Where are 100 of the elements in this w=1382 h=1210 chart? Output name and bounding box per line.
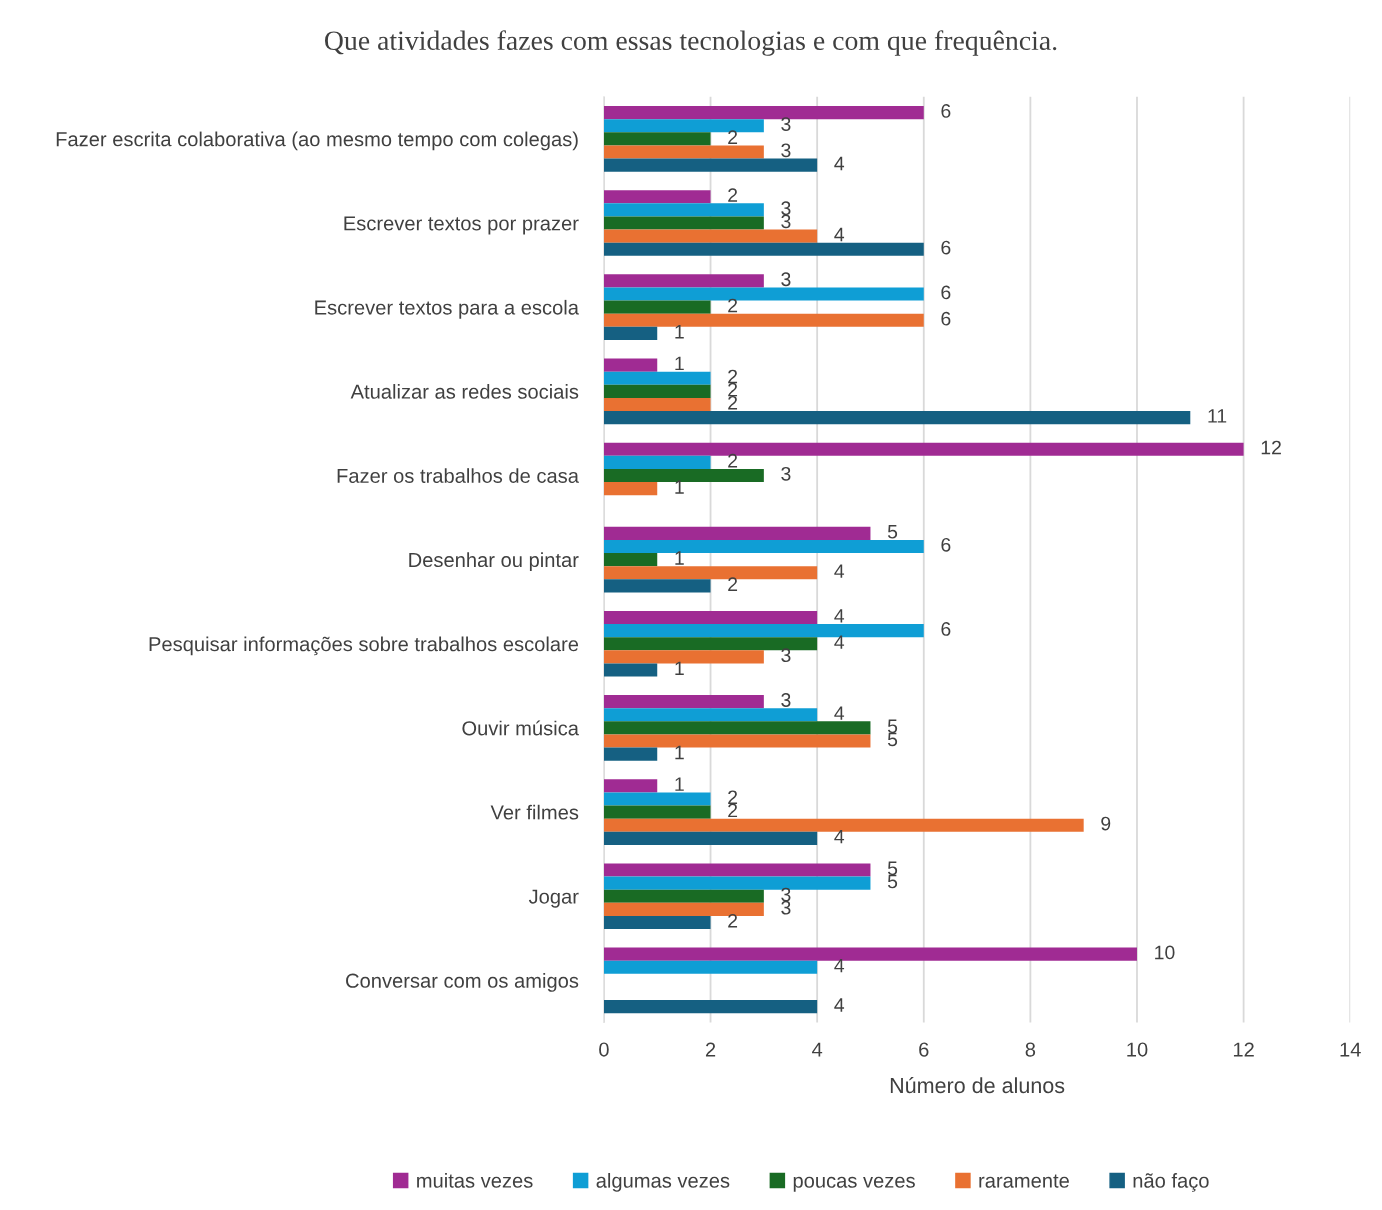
y-tick-label: Escrever textos para a escola	[315, 299, 579, 319]
bar	[603, 216, 764, 230]
data-label: 3	[781, 693, 791, 707]
data-label: 3	[781, 117, 791, 131]
bar	[603, 663, 658, 677]
x-axis-title: Número de alunos	[890, 1077, 1065, 1094]
y-tick-label: Ver filmes	[490, 804, 579, 820]
data-label: 2	[728, 130, 738, 144]
data-label: 5	[887, 719, 898, 734]
bar	[603, 915, 711, 930]
y-tick-label: Ouvir música	[462, 720, 579, 736]
data-label: 1	[675, 745, 684, 760]
data-label: 1	[675, 325, 684, 339]
data-label: 6	[941, 285, 951, 300]
y-tick-label: Conversar com os amigos	[346, 973, 579, 992]
data-label: 2	[728, 369, 738, 384]
bar	[603, 203, 764, 217]
data-label: 6	[941, 104, 951, 118]
bar	[603, 889, 764, 903]
data-label: 2	[728, 298, 738, 313]
data-label: 5	[887, 861, 898, 876]
y-tick-label: Fazer os trabalhos de casa	[337, 468, 579, 483]
x-tick-label: 8	[1025, 1042, 1036, 1057]
data-label: 3	[781, 900, 791, 915]
data-label: 2	[728, 913, 738, 928]
bar	[603, 779, 658, 793]
data-label: 3	[781, 648, 791, 663]
x-tick-label: 2	[705, 1042, 716, 1057]
data-label: 2	[728, 395, 738, 410]
data-label: 11	[1208, 409, 1227, 423]
data-label: 3	[781, 887, 791, 902]
bar	[603, 1000, 818, 1014]
bar	[603, 526, 871, 540]
data-label: 1	[675, 480, 684, 494]
data-label: 9	[1101, 816, 1111, 831]
y-tick-label: Escrever textos por prazer	[344, 216, 579, 235]
x-tick-label: 4	[812, 1042, 823, 1057]
bar	[603, 960, 818, 974]
data-label: 6	[941, 311, 951, 326]
legend-label: não faço	[1133, 1173, 1209, 1192]
bar	[603, 190, 711, 204]
data-label: 4	[834, 156, 845, 171]
y-tick-label: Pesquisar informações sobre trabalhos escolare	[149, 636, 579, 656]
data-label: 4	[834, 227, 845, 242]
bar	[603, 482, 658, 496]
x-tick-label: 10	[1127, 1042, 1148, 1057]
bar	[603, 818, 1084, 832]
bar	[603, 792, 711, 806]
bar	[603, 902, 764, 916]
legend-label: raramente	[979, 1174, 1069, 1188]
data-label: 6	[941, 537, 951, 552]
bar	[603, 397, 711, 412]
data-label: 4	[834, 706, 845, 720]
data-label: 3	[781, 272, 791, 287]
legend-label: algumas vezes	[596, 1173, 730, 1192]
data-label: 3	[781, 201, 791, 216]
x-tick-label: 0	[599, 1042, 609, 1057]
chart-title: Que atividades fazes com essas tecnologias e com que frequência.	[324, 30, 1057, 56]
data-label: 2	[728, 803, 738, 818]
data-label: 6	[941, 622, 951, 636]
bar	[603, 384, 711, 398]
bar	[603, 326, 658, 340]
bar	[603, 300, 711, 314]
data-label: 3	[781, 214, 791, 229]
data-label: 2	[728, 453, 738, 468]
data-label: 4	[834, 564, 845, 578]
legend-label: muitas vezes	[417, 1173, 533, 1188]
data-label: 4	[834, 829, 845, 844]
data-label: 4	[834, 958, 845, 973]
data-label: 1	[675, 777, 684, 791]
bar	[603, 610, 818, 625]
x-tick-label: 14	[1340, 1042, 1361, 1057]
bar	[603, 132, 711, 146]
bar	[603, 358, 658, 372]
data-label: 5	[887, 525, 898, 539]
data-label: 4	[834, 609, 845, 623]
data-label: 3	[781, 466, 791, 481]
bar	[603, 579, 711, 593]
bar	[603, 229, 818, 243]
bar	[603, 371, 711, 385]
data-label: 10	[1155, 945, 1175, 960]
y-tick-label: Desenhar ou pintar	[409, 552, 579, 572]
bar	[603, 805, 711, 819]
y-tick-label: Atualizar as redes sociais	[350, 384, 579, 399]
data-label: 1	[675, 356, 684, 371]
bar	[603, 145, 764, 159]
bar	[603, 831, 818, 845]
bar	[603, 455, 711, 469]
bar	[603, 695, 764, 709]
data-label: 2	[728, 382, 738, 397]
data-label: 2	[728, 790, 738, 804]
data-label: 3	[781, 143, 791, 158]
data-label: 1	[675, 551, 684, 565]
data-label: 2	[728, 188, 738, 202]
data-label: 1	[675, 661, 684, 676]
bar	[603, 863, 871, 877]
data-label: 2	[728, 577, 738, 591]
bar	[603, 721, 871, 735]
legend-label: poucas vezes	[793, 1176, 915, 1192]
bar	[603, 411, 1191, 425]
